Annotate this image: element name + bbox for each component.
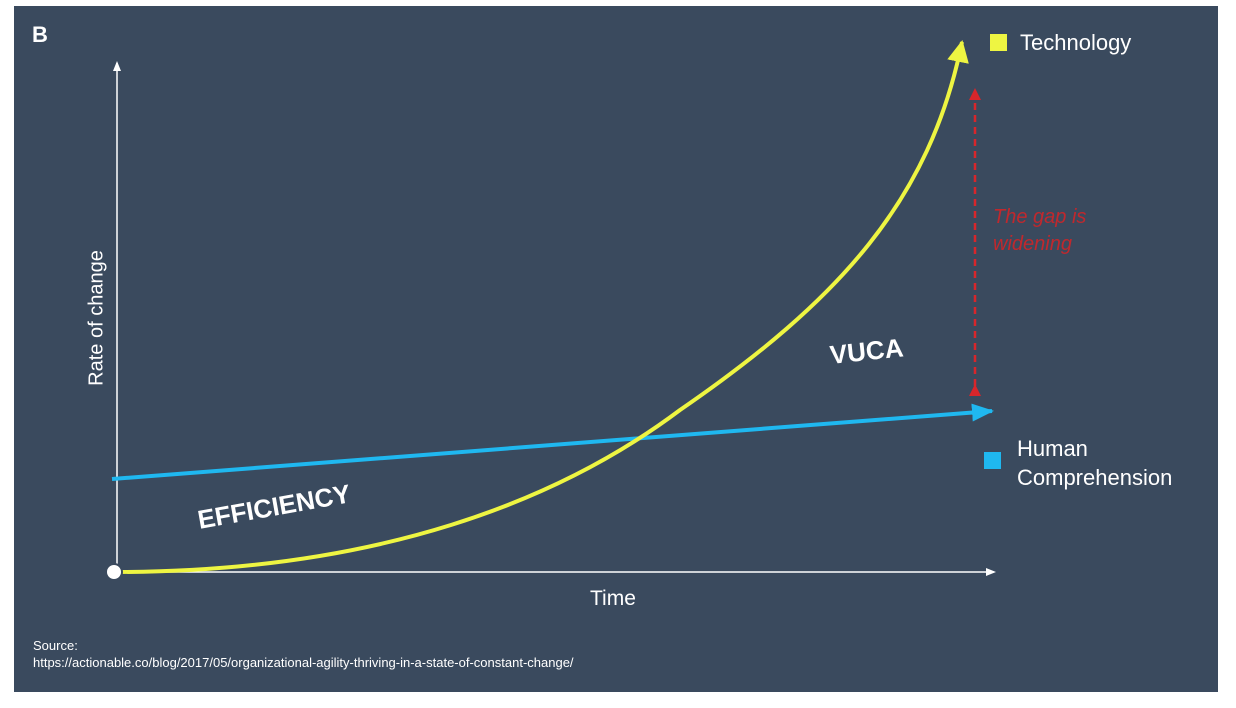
technology-curve: [113, 40, 969, 574]
x-axis-label: Time: [590, 587, 636, 610]
source-url: https://actionable.co/blog/2017/05/organ…: [33, 655, 574, 670]
logo: B: [32, 22, 48, 47]
human-line: [111, 403, 994, 481]
legend-label: Human Comprehension: [1017, 436, 1173, 490]
y-axis-label: Rate of change: [85, 250, 108, 386]
legend-swatch: [990, 34, 1007, 51]
panel: [14, 6, 1218, 692]
origin: [105, 563, 123, 581]
legend-swatch: [984, 452, 1001, 469]
gap-annotation: The gap is widening: [993, 206, 1087, 255]
legend-label: Technology: [1020, 30, 1132, 55]
source-label: Source:: [33, 638, 78, 653]
